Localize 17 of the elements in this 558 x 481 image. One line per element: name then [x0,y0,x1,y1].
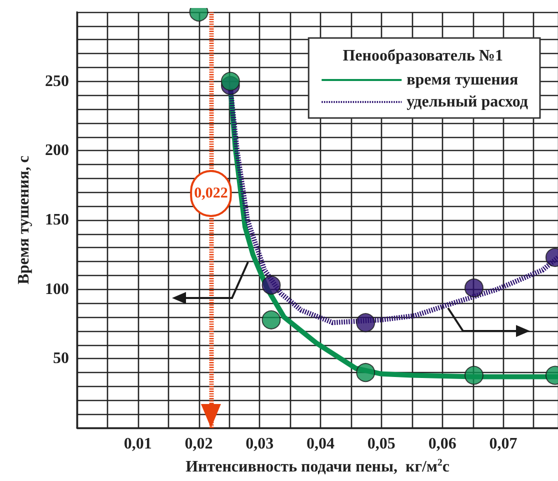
ref-line-label: 0,022 [194,186,228,202]
y-tick-label: 200 [45,142,69,160]
legend-label: удельный расход [406,94,528,110]
x-tick-label: 0,04 [306,436,335,452]
x-tick-label: 0,07 [489,436,518,452]
x-tick-label: 0,05 [367,436,396,452]
x-tick-label: 0,06 [428,436,456,452]
x-tick-label: 0,03 [246,436,274,452]
legend-title: Пенообразователь №1 [342,48,504,64]
y-tick-label: 100 [45,280,69,298]
y-tick-label: 150 [45,212,69,228]
legend-label: время тушения [406,72,519,88]
y-axis-title: Время тушения, с [16,156,32,284]
y-tick-label: 250 [45,72,69,90]
x-tick-label: 0,02 [184,436,213,452]
y-tick-label: 50 [53,350,69,368]
x-tick-label: 0,01 [124,436,152,452]
